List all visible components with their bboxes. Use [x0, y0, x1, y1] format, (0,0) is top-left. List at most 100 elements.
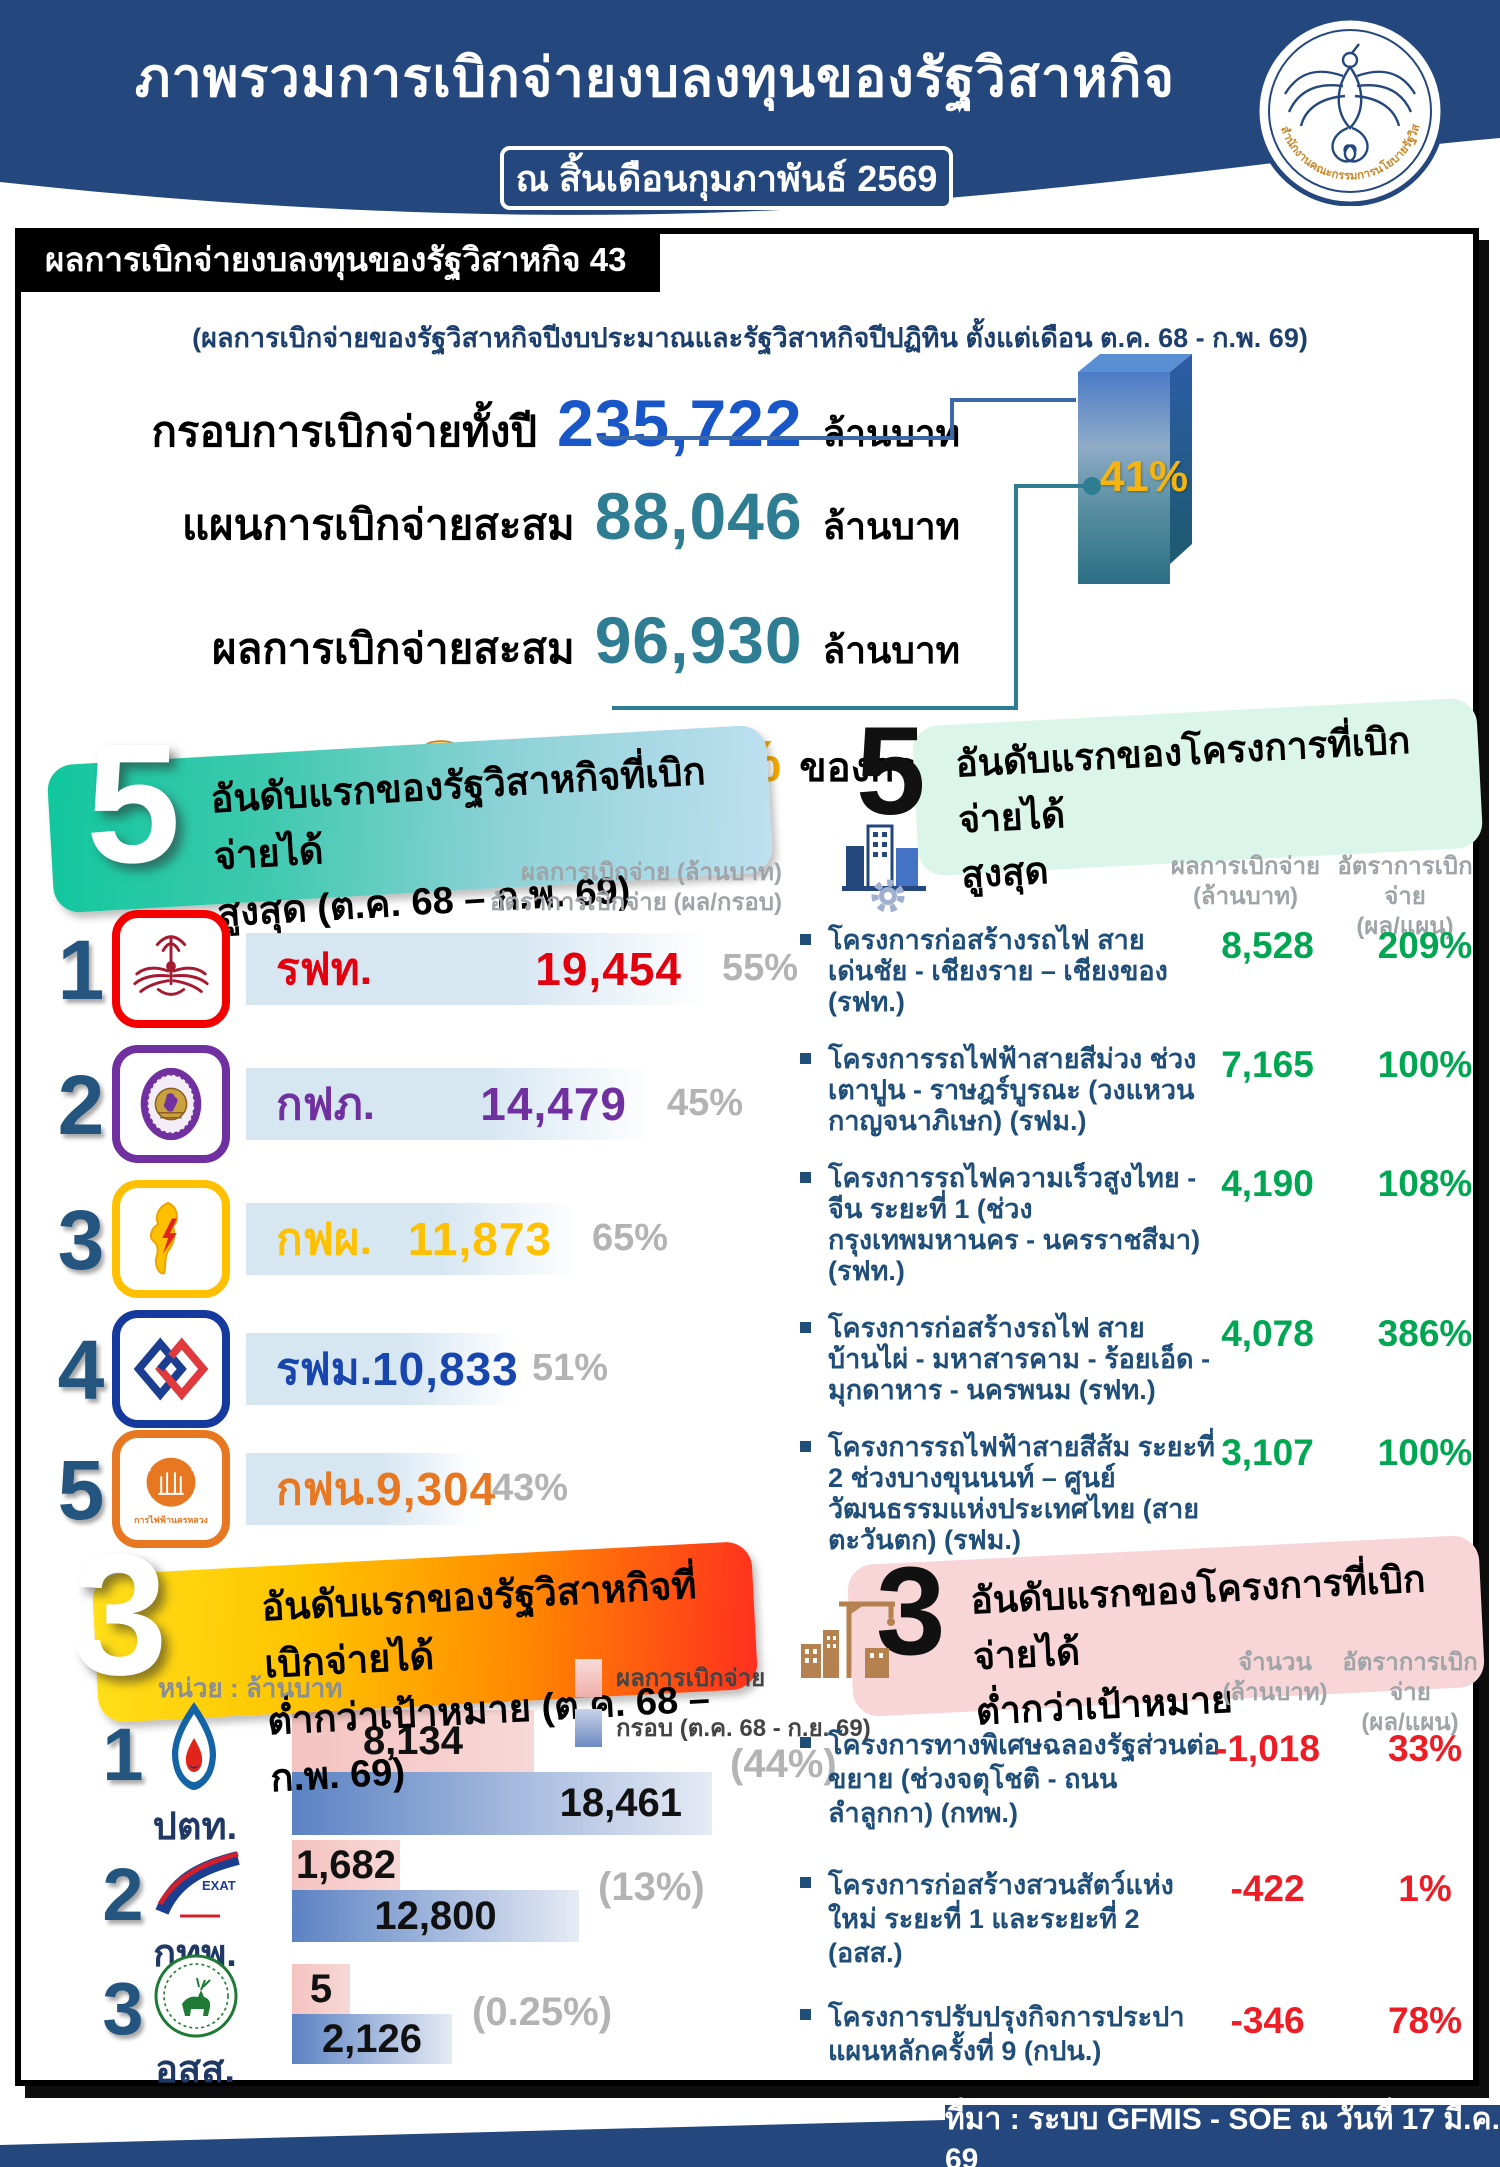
srt-value: 19,454	[535, 943, 682, 995]
bullet-icon	[800, 1322, 811, 1333]
egat-logo-box	[112, 1180, 230, 1298]
rank-2: 2	[57, 1058, 105, 1152]
sepo-bird-icon: สำนักงานคณะกรรมการนโยบายรัฐวิสาหกิจ	[1251, 6, 1446, 207]
header-banner: ภาพรวมการเบิกจ่ายงบลงทุนของรัฐวิสาหกิจ ณ…	[0, 0, 1500, 230]
project-item: โครงการรถไฟฟ้าสายสีม่วง ช่วงเตาปูน - ราษ…	[800, 1044, 1490, 1137]
project-name: โครงการก่อสร้างสวนสัตว์แห่งใหม่ ระยะที่ …	[828, 1870, 1174, 1968]
mrta-logo-icon	[133, 1337, 209, 1401]
bullet-icon	[800, 1737, 811, 1748]
legend-frame-swatch	[575, 1708, 602, 1747]
ptt-actual-value: 8,134	[362, 1718, 464, 1763]
top5p-col1b: (ล้านบาท)	[1192, 883, 1299, 910]
plan-unit: ล้านบาท	[822, 506, 960, 547]
low3p-col2b: (ผล/แผน)	[1361, 1709, 1459, 1736]
section-band-title: ผลการเบิกจ่ายงบลงทุนของรัฐวิสาหกิจ 43 แห…	[15, 228, 660, 342]
bar-41pct-label: 41%	[1100, 452, 1189, 501]
srt-logo-box	[112, 910, 230, 1028]
bullet-icon	[800, 1877, 811, 1888]
actual-unit: ล้านบาท	[822, 630, 960, 671]
header-wave	[0, 138, 1500, 230]
project-value: 8,528	[1221, 925, 1314, 966]
sepo-emblem: สำนักงานคณะกรรมการนโยบายรัฐวิสาหกิจ	[1251, 6, 1446, 211]
top5p-col1a: ผลการเบิกจ่าย	[1170, 853, 1321, 880]
bullet-icon	[800, 934, 811, 945]
project-pct: 209%	[1377, 925, 1473, 966]
mrta-value: 10,833	[372, 1343, 519, 1395]
top5e-row-bar: รฟท. 19,454	[246, 933, 706, 1005]
low3p-col1a: จำนวน	[1238, 1649, 1312, 1676]
exat-logo-icon: EXAT	[150, 1848, 246, 1925]
mea-value: 9,304	[376, 1463, 497, 1515]
project-value: 4,190	[1221, 1163, 1314, 1204]
egat-logo-icon	[150, 1201, 178, 1275]
zpo-frame-value: 2,126	[321, 2016, 423, 2061]
page-title: ภาพรวมการเบิกจ่ายงบลงทุนของรัฐวิสาหกิจ	[134, 48, 1176, 108]
low3p-col1-header: จำนวน (ล้านบาท)	[1200, 1648, 1350, 1708]
plan-row: แผนการเบิกจ่ายสะสม 88,046 ล้านบาท	[140, 478, 960, 558]
project-item: โครงการก่อสร้างรถไฟ สายบ้านไผ่ - มหาสารค…	[800, 1313, 1490, 1406]
unit-note: หน่วย : ล้านบาท	[158, 1673, 343, 1703]
rank-1: 1	[57, 923, 105, 1017]
legend-actual-label: ผลการเบิกจ่าย	[616, 1665, 766, 1692]
project-pct: 386%	[1377, 1313, 1473, 1354]
connector-lines	[598, 398, 1101, 710]
project-name: โครงการรถไฟฟ้าสายสีม่วง ช่วงเตาปูน - ราษ…	[828, 1044, 1197, 1136]
low3p-col2-header: อัตราการเบิกจ่าย (ผล/แผน)	[1335, 1648, 1485, 1738]
egat-abbr: กฟผ.	[276, 1215, 372, 1264]
legend-actual: ผลการเบิกจ่าย	[575, 1658, 765, 1697]
project-pct: 33%	[1387, 1728, 1463, 1769]
project-item: โครงการก่อสร้างรถไฟ สายเด่นชัย - เชียงรา…	[800, 925, 1490, 1018]
low-rank-2: 2	[102, 1853, 144, 1936]
mea-abbr: กฟน.	[276, 1465, 377, 1514]
bullet-icon	[800, 1441, 811, 1452]
mea-pct: 43%	[492, 1467, 569, 1509]
ptt-frame-value: 18,461	[559, 1781, 682, 1825]
project-pct: 108%	[1377, 1163, 1473, 1204]
project-item: โครงการก่อสร้างสวนสัตว์แห่งใหม่ ระยะที่ …	[800, 1868, 1490, 1970]
low3p-col2a: อัตราการเบิกจ่าย	[1342, 1649, 1478, 1706]
overview-subtitle: (ผลการเบิกจ่ายของรัฐวิสาหกิจปีงบประมาณแล…	[192, 323, 1308, 353]
project-pct: 1%	[1398, 1868, 1452, 1909]
srt-pct: 55%	[722, 947, 799, 989]
project-item: โครงการทางพิเศษฉลองรัฐส่วนต่อขยาย (ช่วงจ…	[800, 1728, 1490, 1830]
top5p-col1-header: ผลการเบิกจ่าย (ล้านบาท)	[1168, 852, 1323, 912]
pea-logo-icon	[140, 1067, 202, 1141]
low3e-big-number: 3	[72, 1519, 168, 1711]
ptt-abbr: ปตท.	[152, 1806, 238, 1848]
main-content-box	[15, 228, 1479, 2086]
mrta-logo-box	[112, 1310, 230, 1428]
zpo-logo-icon	[152, 1952, 240, 2045]
ptt-actual-bar: 8,134	[292, 1710, 534, 1772]
top5p-col2-header: อัตราการเบิกจ่าย (ผล/แผน)	[1330, 852, 1480, 942]
top5-projects-list: โครงการก่อสร้างรถไฟ สายเด่นชัย - เชียงรา…	[800, 925, 1490, 1582]
mrta-pct: 51%	[532, 1347, 609, 1389]
frame-unit: ล้านบาท	[822, 413, 960, 454]
zpo-frame-bar: 2,126	[292, 2014, 452, 2064]
bullet-icon	[800, 1172, 811, 1183]
pea-value: 14,479	[480, 1078, 627, 1130]
project-item: โครงการปรับปรุงกิจการประปาแผนหลักครั้งที…	[800, 2000, 1490, 2068]
ptt-pct: (44%)	[730, 1742, 837, 1786]
low-rank-1: 1	[102, 1713, 144, 1796]
top5e-col-header1: ผลการเบิกจ่าย (ล้านบาท)	[520, 859, 782, 886]
egat-pct: 65%	[592, 1217, 669, 1259]
exat-pct: (13%)	[598, 1865, 705, 1909]
actual-value: 96,930	[594, 603, 803, 677]
pea-abbr: กฟภ.	[276, 1080, 376, 1129]
project-pct: 78%	[1387, 2000, 1463, 2041]
actual-row: ผลการเบิกจ่ายสะสม 96,930 ล้านบาท	[140, 602, 960, 682]
project-name: โครงการปรับปรุงกิจการประปาแผนหลักครั้งที…	[828, 2002, 1185, 2066]
top5e-row-bar: กฟผ. 11,873	[246, 1203, 576, 1275]
zpo-pct: (0.25%)	[472, 1990, 613, 2034]
disbursement-3d-bar	[1060, 352, 1200, 597]
exat-frame-bar: 12,800	[292, 1890, 579, 1942]
bullet-icon	[800, 1053, 811, 1064]
mea-logo-icon: การไฟฟ้านครหลวง	[134, 1452, 208, 1525]
zpo-actual-bar: 5	[292, 1964, 350, 2014]
pea-logo-box	[112, 1045, 230, 1163]
project-item: โครงการรถไฟฟ้าสายสีส้ม ระยะที่ 2 ช่วงบาง…	[800, 1432, 1490, 1556]
top5e-row-bar: กฟน. 9,304	[246, 1453, 495, 1525]
ptt-frame-bar: 18,461	[292, 1772, 712, 1835]
date-badge: ณ สิ้นเดือนกุมภาพันธ์ 2569	[500, 146, 953, 210]
